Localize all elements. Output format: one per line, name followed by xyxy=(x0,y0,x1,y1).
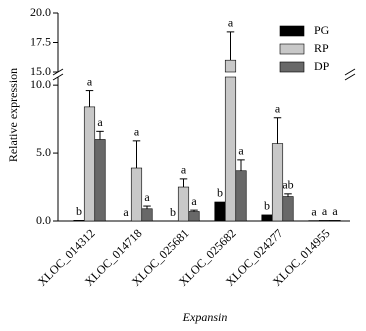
y-tick-label: 0.0 xyxy=(36,213,51,227)
significance-letter: a xyxy=(332,204,338,218)
bar xyxy=(73,220,85,222)
significance-letter: a xyxy=(181,163,187,177)
bar xyxy=(224,59,237,73)
significance-letter: a xyxy=(144,190,150,204)
y-axis-title: Relative expression xyxy=(6,68,20,162)
legend-swatch xyxy=(279,43,305,55)
bar xyxy=(224,76,237,222)
significance-letter: a xyxy=(311,204,317,218)
significance-letter: a xyxy=(228,16,234,30)
legend-label: DP xyxy=(314,59,330,73)
bar xyxy=(130,167,143,222)
significance-letter: b xyxy=(217,186,223,200)
axis-break xyxy=(52,73,64,81)
bar xyxy=(94,139,106,222)
significance-letter: b xyxy=(170,205,176,219)
bar xyxy=(261,214,273,222)
bar xyxy=(235,170,247,222)
legend-label: RP xyxy=(314,41,329,55)
legend-swatch xyxy=(279,61,305,73)
bar xyxy=(271,143,284,222)
significance-letter: a xyxy=(322,204,328,218)
axis-break xyxy=(344,68,356,76)
axis-break xyxy=(344,73,356,81)
bar xyxy=(329,220,341,222)
significance-letter: a xyxy=(87,74,93,88)
significance-letter: a xyxy=(191,194,197,208)
significance-letter: ab xyxy=(282,178,293,192)
legend-swatch xyxy=(279,25,305,37)
significance-letter: a xyxy=(275,102,281,116)
significance-letter: b xyxy=(264,199,270,213)
y-tick-label: 10.0 xyxy=(30,77,51,91)
significance-letter: a xyxy=(97,115,103,129)
bar xyxy=(214,201,226,222)
bar xyxy=(282,196,294,222)
significance-letter: a xyxy=(134,125,140,139)
significance-letter: b xyxy=(76,204,82,218)
bar xyxy=(188,211,200,222)
y-tick-label: 5.0 xyxy=(36,145,51,159)
bar xyxy=(83,106,96,222)
y-tick-label: 15.0 xyxy=(30,64,51,78)
significance-letter: a xyxy=(123,205,129,219)
significance-letter: a xyxy=(238,144,244,158)
bar xyxy=(318,220,331,222)
bar xyxy=(141,208,153,222)
y-tick-label: 17.5 xyxy=(30,34,51,48)
x-axis-title: Expansin xyxy=(182,310,228,324)
bar xyxy=(177,186,190,222)
legend-label: PG xyxy=(314,23,330,37)
y-tick-label: 20.0 xyxy=(30,5,51,19)
